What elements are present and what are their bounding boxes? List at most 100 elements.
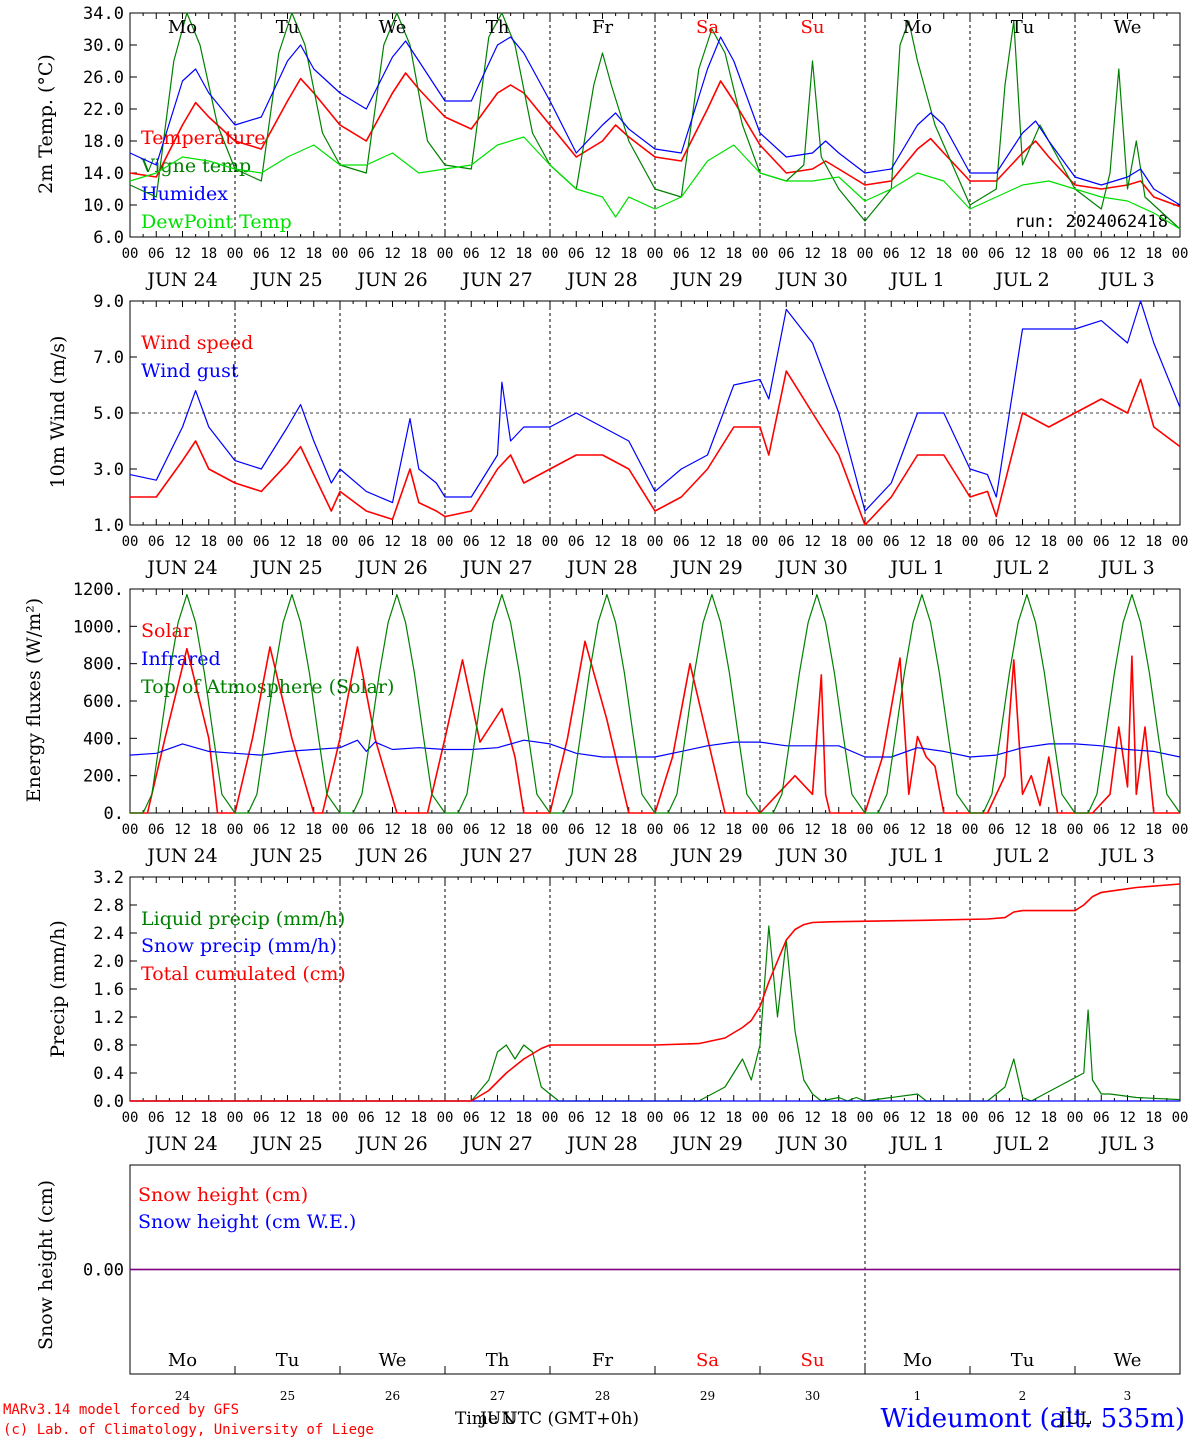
- weekday-label-bottom: Su: [801, 1350, 825, 1371]
- weekday-label-top: We: [379, 17, 407, 38]
- legend-snow-height: Snow height (cm): [138, 1184, 308, 1206]
- panel-1-plot: 1.0 3.0 5.0 7.0 9.0 00 06 12 18 JUN 24 00 06 12 18 JUN…: [93, 292, 1188, 579]
- hour-tick-label: 12: [699, 1110, 716, 1126]
- hour-tick-label: 06: [568, 822, 585, 838]
- day-number-label: 1: [914, 1389, 922, 1403]
- day-label: JUL 2: [993, 1133, 1049, 1155]
- hour-tick-label: 00: [647, 246, 664, 262]
- day-label: JUL 1: [888, 269, 944, 291]
- time-axis-title: Time UTC (GMT+0h): [455, 1409, 639, 1429]
- weekday-label-bottom: Mo: [903, 1350, 932, 1371]
- y-tick-label: 5.0: [93, 404, 124, 424]
- hour-tick-label: 00: [1172, 1110, 1189, 1126]
- hour-tick-label: 00: [332, 1110, 349, 1126]
- day-label: JUL 1: [888, 1133, 944, 1155]
- hour-tick-label: 12: [174, 246, 191, 262]
- hour-tick-label: 12: [489, 246, 506, 262]
- y-tick-label: 400.: [83, 729, 124, 749]
- day-label: JUN 24: [145, 845, 217, 867]
- day-label: JUN 27: [460, 269, 532, 291]
- day-number-label: 29: [700, 1389, 715, 1403]
- y-tick-label: 1.0: [93, 516, 124, 536]
- day-label: JUN 28: [565, 269, 637, 291]
- hour-tick-label: 18: [620, 1110, 637, 1126]
- panel-0-plot: 6.0 10.0 14.0 18.0 22.0 26.0 30.0 34.0 00 06 12 18 J…: [83, 4, 1188, 291]
- weekday-label-top: Th: [486, 17, 510, 38]
- hour-tick-label: 00: [1172, 246, 1189, 262]
- hour-tick-label: 12: [594, 246, 611, 262]
- day-label: JUN 29: [670, 557, 742, 579]
- weekday-label-top: Su: [801, 17, 825, 38]
- hour-tick-label: 00: [752, 1110, 769, 1126]
- hour-tick-label: 18: [200, 246, 217, 262]
- day-label: JUN 29: [670, 1133, 742, 1155]
- y-tick-label: 3.0: [93, 460, 124, 480]
- y-tick-label: 18.0: [83, 132, 124, 152]
- hour-tick-label: 06: [358, 822, 375, 838]
- y-tick-label: 3.2: [93, 868, 124, 888]
- hour-tick-label: 18: [935, 822, 952, 838]
- hour-tick-label: 12: [804, 534, 821, 550]
- hour-tick-label: 00: [227, 1110, 244, 1126]
- hour-tick-label: 00: [752, 822, 769, 838]
- hour-tick-label: 12: [279, 534, 296, 550]
- hour-tick-label: 00: [1172, 822, 1189, 838]
- hour-tick-label: 18: [515, 534, 532, 550]
- hour-tick-label: 06: [463, 822, 480, 838]
- hour-tick-label: 12: [384, 822, 401, 838]
- hour-tick-label: 18: [305, 246, 322, 262]
- hour-tick-label: 06: [253, 246, 270, 262]
- time-axis-month-overlay: JUN: [478, 1409, 516, 1429]
- legend-total-cumulated: Total cumulated (cm): [141, 963, 346, 985]
- hour-tick-label: 12: [489, 534, 506, 550]
- hour-tick-label: 12: [1119, 1110, 1136, 1126]
- day-label: JUL 3: [1098, 845, 1154, 867]
- hour-tick-label: 18: [1145, 822, 1162, 838]
- hour-tick-label: 00: [542, 822, 559, 838]
- day-label: JUN 24: [145, 269, 217, 291]
- hour-tick-label: 06: [253, 822, 270, 838]
- run-label: run: 2024062418: [1014, 212, 1168, 232]
- hour-tick-label: 06: [568, 1110, 585, 1126]
- hour-tick-label: 18: [830, 246, 847, 262]
- day-label: JUN 26: [355, 557, 427, 579]
- hour-tick-label: 06: [463, 246, 480, 262]
- day-label: JUN 25: [250, 557, 322, 579]
- hour-tick-label: 06: [1093, 534, 1110, 550]
- hour-tick-label: 00: [647, 534, 664, 550]
- panel-2-plot: 0. 200. 400. 600. 800. 1000. 1200. 00 06 12 18 JUN …: [73, 580, 1189, 867]
- hour-tick-label: 18: [1040, 1110, 1057, 1126]
- bottom-month-label: JUL: [1057, 1409, 1091, 1429]
- day-label: JUN 26: [355, 1133, 427, 1155]
- series-total-cumulated-cm-: [130, 883, 1181, 1102]
- weekday-label-top: Tu: [1011, 17, 1035, 38]
- day-label: JUN 25: [250, 1133, 322, 1155]
- y-tick-label: 0.: [104, 804, 124, 824]
- hour-tick-label: 12: [909, 1110, 926, 1126]
- hour-tick-label: 18: [515, 822, 532, 838]
- hour-tick-label: 18: [200, 1110, 217, 1126]
- hour-tick-label: 12: [909, 534, 926, 550]
- day-label: JUN 27: [460, 557, 532, 579]
- hour-tick-label: 06: [253, 1110, 270, 1126]
- day-label: JUL 1: [888, 845, 944, 867]
- y-tick-label: 0.4: [93, 1064, 124, 1084]
- series-wind-speed: [130, 370, 1181, 526]
- hour-tick-label: 06: [1093, 822, 1110, 838]
- weekday-label-top: We: [1114, 17, 1142, 38]
- hour-tick-label: 06: [778, 246, 795, 262]
- hour-tick-label: 18: [725, 534, 742, 550]
- hour-tick-label: 06: [673, 534, 690, 550]
- weekday-label-bottom: We: [379, 1350, 407, 1371]
- y-tick-label: 7.0: [93, 348, 124, 368]
- day-number-label: 27: [490, 1389, 505, 1403]
- weekday-label-bottom: Tu: [276, 1350, 300, 1371]
- hour-tick-label: 12: [1014, 534, 1031, 550]
- y-tick-label: 800.: [83, 655, 124, 675]
- hour-tick-label: 18: [935, 1110, 952, 1126]
- hour-tick-label: 18: [410, 822, 427, 838]
- hour-tick-label: 18: [830, 1110, 847, 1126]
- day-label: JUN 30: [775, 1133, 847, 1155]
- wind-axis-label: 10m Wind (m/s): [47, 336, 69, 489]
- snow-panel: Snow height (cm) Snow height (cm) Snow h…: [35, 1180, 356, 1350]
